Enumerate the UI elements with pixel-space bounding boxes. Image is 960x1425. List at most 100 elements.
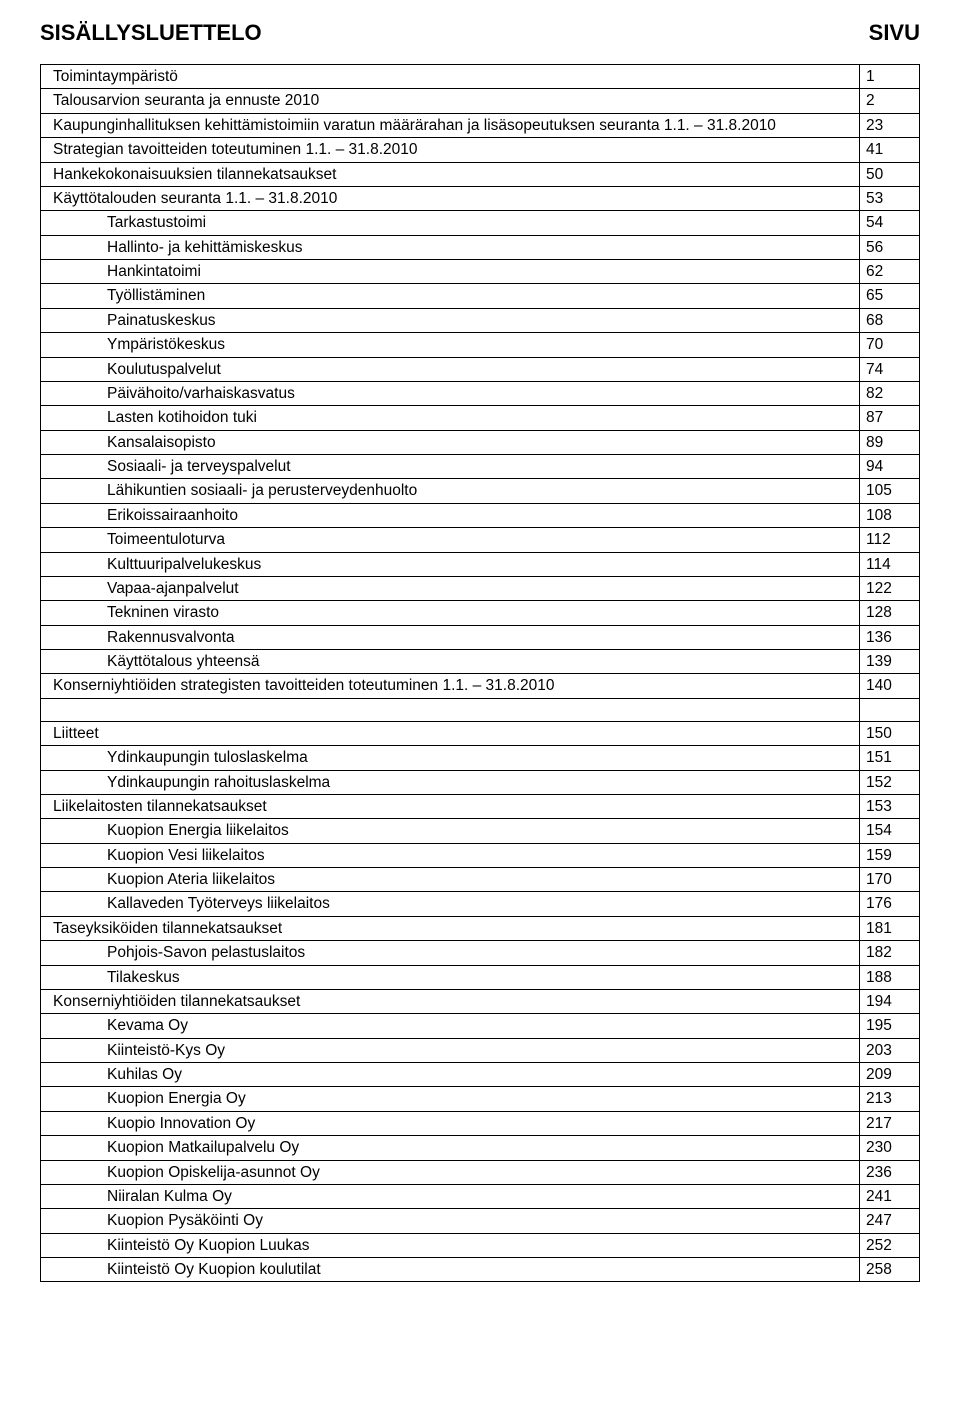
toc-row: Kuopion Energia liikelaitos154 [41,819,920,843]
toc-row: Työllistäminen65 [41,284,920,308]
toc-row: Liitteet150 [41,721,920,745]
toc-label-cell: Hallinto- ja kehittämiskeskus [41,235,860,259]
toc-page-cell: 153 [860,794,920,818]
toc-label: Ydinkaupungin tuloslaskelma [47,748,308,767]
header-right: SIVU [869,20,920,46]
toc-blank-cell [860,698,920,721]
toc-label: Tarkastustoimi [47,213,206,232]
toc-label: Vapaa-ajanpalvelut [47,579,239,598]
toc-row: Käyttötalouden seuranta 1.1. – 31.8.2010… [41,186,920,210]
toc-label-cell: Kiinteistö-Kys Oy [41,1038,860,1062]
toc-label: Kaupunginhallituksen kehittämistoimiin v… [47,116,776,135]
toc-page-cell: 68 [860,308,920,332]
toc-label-cell: Kiinteistö Oy Kuopion koulutilat [41,1258,860,1282]
toc-label: Ydinkaupungin rahoituslaskelma [47,773,330,792]
toc-label-cell: Kevama Oy [41,1014,860,1038]
toc-page-cell: 188 [860,965,920,989]
toc-label: Kiinteistö Oy Kuopion Luukas [47,1236,309,1255]
toc-label: Kuopion Energia liikelaitos [47,821,289,840]
toc-row: Strategian tavoitteiden toteutuminen 1.1… [41,138,920,162]
toc-label-cell: Ydinkaupungin tuloslaskelma [41,746,860,770]
toc-label: Kiinteistö-Kys Oy [47,1041,225,1060]
toc-row: Kuopion Matkailupalvelu Oy230 [41,1136,920,1160]
toc-row: Tarkastustoimi54 [41,211,920,235]
toc-label-cell: Ydinkaupungin rahoituslaskelma [41,770,860,794]
toc-page-cell: 140 [860,674,920,698]
toc-label: Toimintaympäristö [47,67,178,86]
toc-page-cell: 122 [860,576,920,600]
toc-row: Pohjois-Savon pelastuslaitos 182 [41,941,920,965]
toc-label: Kuopion Pysäköinti Oy [47,1211,263,1230]
toc-row: Niiralan Kulma Oy241 [41,1184,920,1208]
toc-row: Talousarvion seuranta ja ennuste 2010 2 [41,89,920,113]
toc-page-cell: 194 [860,989,920,1013]
toc-label-cell: Ympäristökeskus [41,333,860,357]
toc-label-cell: Kuopion Energia liikelaitos [41,819,860,843]
toc-label-cell: Käyttötalouden seuranta 1.1. – 31.8.2010 [41,186,860,210]
toc-label-cell: Kiinteistö Oy Kuopion Luukas [41,1233,860,1257]
toc-label: Pohjois-Savon pelastuslaitos [47,943,305,962]
toc-page-cell: 105 [860,479,920,503]
toc-row: Kuhilas Oy209 [41,1063,920,1087]
toc-page-cell: 213 [860,1087,920,1111]
toc-label-cell: Kuopion Vesi liikelaitos [41,843,860,867]
toc-row: Kulttuuripalvelukeskus114 [41,552,920,576]
toc-label-cell: Kuopion Ateria liikelaitos [41,868,860,892]
toc-row: Kiinteistö Oy Kuopion koulutilat258 [41,1258,920,1282]
toc-label-cell: Niiralan Kulma Oy [41,1184,860,1208]
toc-label: Tekninen virasto [47,603,219,622]
page-container: SISÄLLYSLUETTELO SIVU Toimintaympäristö 1… [0,0,960,1302]
toc-page-cell: 50 [860,162,920,186]
toc-page-cell: 112 [860,528,920,552]
toc-label: Strategian tavoitteiden toteutuminen 1.1… [47,140,418,159]
toc-row: Kuopion Energia Oy213 [41,1087,920,1111]
toc-row: Painatuskeskus68 [41,308,920,332]
toc-page-cell: 128 [860,601,920,625]
toc-page-cell: 108 [860,503,920,527]
toc-row: Kuopion Vesi liikelaitos159 [41,843,920,867]
toc-label: Liikelaitosten tilannekatsaukset [47,797,267,816]
toc-row [41,698,920,721]
toc-label: Lasten kotihoidon tuki [47,408,257,427]
header-left: SISÄLLYSLUETTELO [40,20,262,46]
toc-page-cell: 182 [860,941,920,965]
toc-page-cell: 136 [860,625,920,649]
toc-label-cell: Kuopion Pysäköinti Oy [41,1209,860,1233]
toc-label: Kallaveden Työterveys liikelaitos [47,894,330,913]
toc-label: Kuopion Ateria liikelaitos [47,870,275,889]
toc-page-cell: 82 [860,381,920,405]
toc-label-cell: Pohjois-Savon pelastuslaitos [41,941,860,965]
toc-label-cell: Kallaveden Työterveys liikelaitos [41,892,860,916]
toc-label: Erikoissairaanhoito [47,506,238,525]
toc-row: Toimeentuloturva112 [41,528,920,552]
toc-row: Konserniyhtiöiden tilannekatsaukset 194 [41,989,920,1013]
toc-page-cell: 203 [860,1038,920,1062]
toc-label-cell: Kuhilas Oy [41,1063,860,1087]
toc-label: Konserniyhtiöiden tilannekatsaukset [47,992,300,1011]
toc-row: Käyttötalous yhteensä139 [41,650,920,674]
toc-label: Kevama Oy [47,1016,188,1035]
toc-row: Tilakeskus188 [41,965,920,989]
toc-label: Talousarvion seuranta ja ennuste 2010 [47,91,319,110]
toc-label-cell: Koulutuspalvelut [41,357,860,381]
toc-label: Kuopion Matkailupalvelu Oy [47,1138,299,1157]
toc-page-cell: 2 [860,89,920,113]
toc-page-cell: 151 [860,746,920,770]
toc-label: Ympäristökeskus [47,335,225,354]
toc-label: Käyttötalous yhteensä [47,652,260,671]
toc-row: Kuopion Pysäköinti Oy247 [41,1209,920,1233]
toc-page-cell: 89 [860,430,920,454]
toc-row: Koulutuspalvelut74 [41,357,920,381]
toc-label: Taseyksiköiden tilannekatsaukset [47,919,282,938]
toc-label: Kiinteistö Oy Kuopion koulutilat [47,1260,321,1279]
toc-label-cell: Lasten kotihoidon tuki [41,406,860,430]
toc-page-cell: 209 [860,1063,920,1087]
toc-label-cell: Käyttötalous yhteensä [41,650,860,674]
toc-row: Rakennusvalvonta136 [41,625,920,649]
toc-label-cell: Lähikuntien sosiaali- ja perusterveydenh… [41,479,860,503]
toc-page-cell: 23 [860,113,920,137]
toc-page-cell: 150 [860,721,920,745]
toc-page-cell: 74 [860,357,920,381]
toc-page-cell: 152 [860,770,920,794]
toc-row: Liikelaitosten tilannekatsaukset 153 [41,794,920,818]
